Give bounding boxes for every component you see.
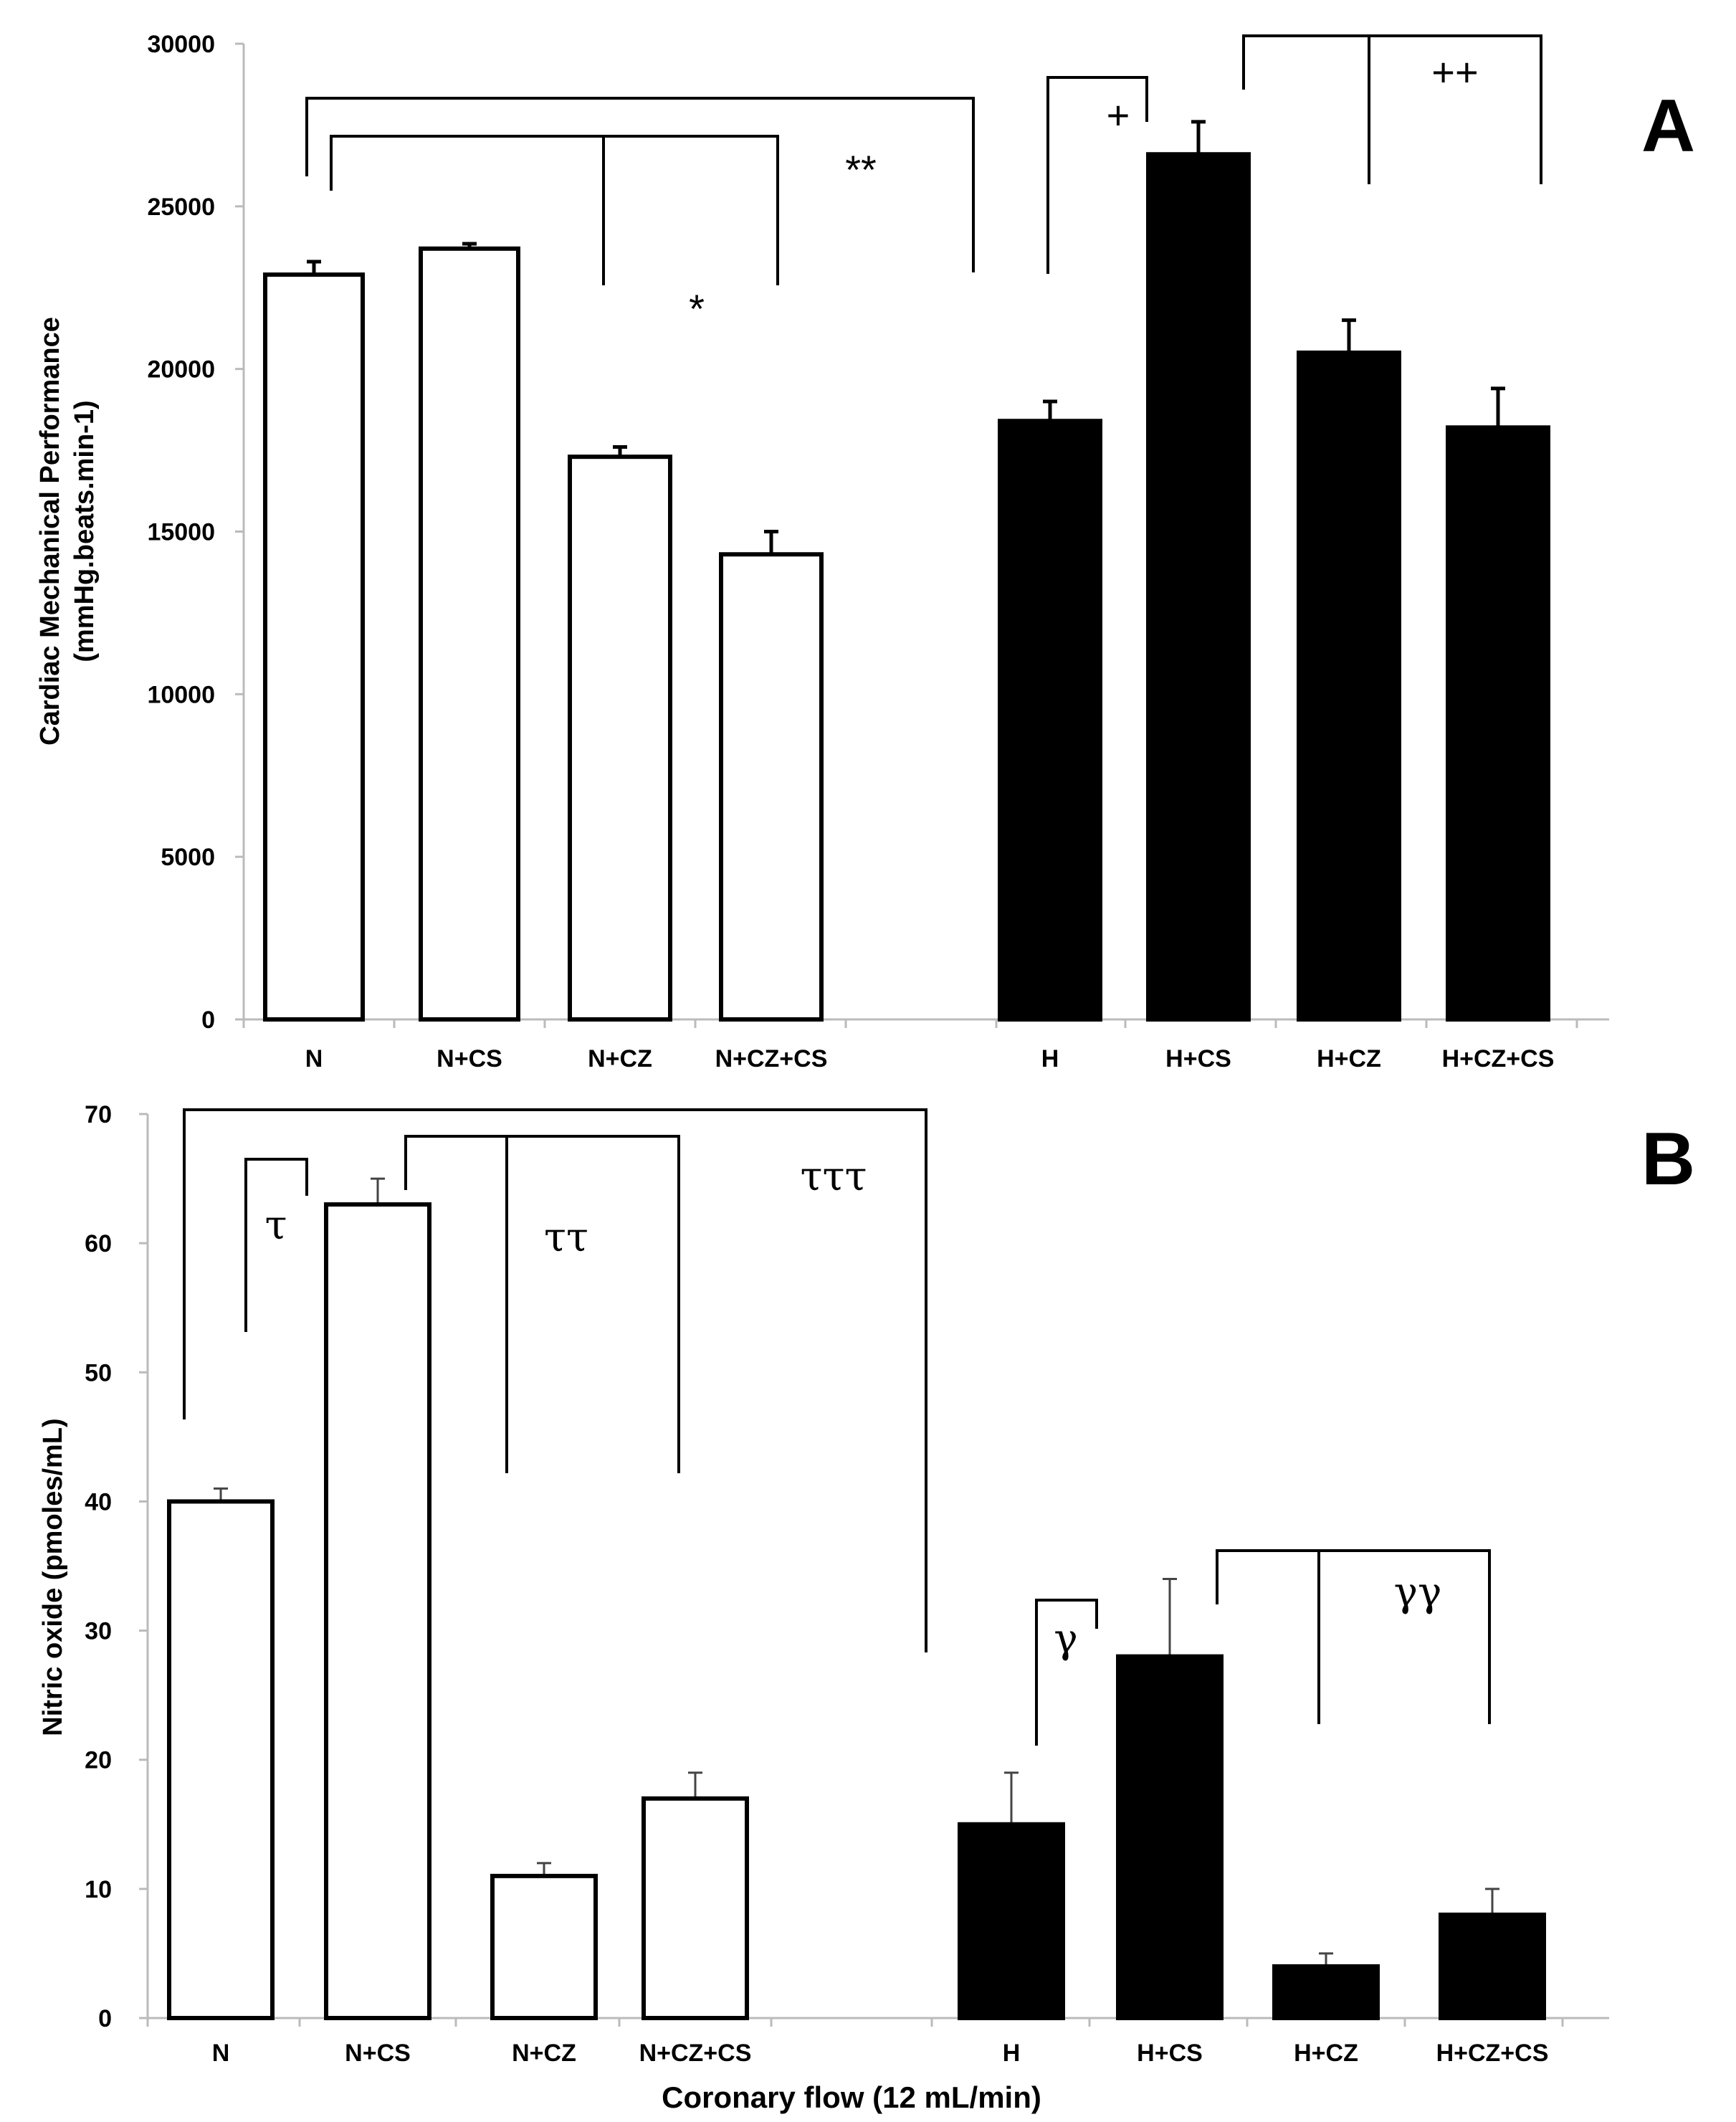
y-tick-label-b: 20 bbox=[85, 1747, 112, 1774]
x-tick-label-b: N+CZ+CS bbox=[639, 2040, 752, 2067]
x-tick-label-b: H bbox=[1003, 2040, 1021, 2067]
y-tick-label-a: 10000 bbox=[147, 681, 215, 708]
y-tick-label-a: 30000 bbox=[147, 31, 215, 58]
y-tick-label-a: 5000 bbox=[161, 844, 215, 871]
bar-b-h-cz bbox=[1272, 1964, 1380, 2021]
x-tick-label-a: N bbox=[305, 1045, 323, 1072]
y-tick-label-b: 70 bbox=[85, 1101, 112, 1128]
y-tick-label-a: 20000 bbox=[147, 356, 215, 384]
annotation-double-plus: ++ bbox=[1431, 49, 1478, 95]
bar-b-n-cz bbox=[490, 1873, 598, 2020]
panel-label-b: B bbox=[1641, 1118, 1695, 1201]
x-tick-label-b: N+CZ bbox=[512, 2040, 576, 2067]
annotation-plus: + bbox=[1107, 92, 1130, 138]
bracket-double-star bbox=[305, 97, 975, 272]
y-axis-label-a-line1: Cardiac Mechanical Performance bbox=[35, 317, 65, 746]
bracket-single-star bbox=[330, 135, 779, 285]
x-tick-label-a: N+CZ bbox=[588, 1045, 652, 1072]
bracket-triple-tau bbox=[183, 1108, 927, 1652]
bar-b-h bbox=[958, 1822, 1065, 2020]
y-tick-label-a: 25000 bbox=[147, 194, 215, 221]
bar-a-h bbox=[998, 419, 1102, 1022]
bar-b-n-cz-cs bbox=[642, 1796, 749, 2020]
bar-a-h-cz bbox=[1297, 350, 1401, 1022]
bar-a-n-cs bbox=[419, 246, 520, 1022]
y-tick-label-a: 15000 bbox=[147, 519, 215, 546]
annotation-double-gamma: γγ bbox=[1394, 1569, 1442, 1616]
y-axis-label-a-line2: (mmHg.beats.min-1) bbox=[70, 400, 100, 662]
annotation-double-tau: ττ bbox=[544, 1214, 588, 1261]
bar-b-h-cs bbox=[1116, 1654, 1224, 2021]
x-tick-label-a: H+CZ+CS bbox=[1442, 1045, 1555, 1072]
x-tick-label-b: H+CZ+CS bbox=[1436, 2040, 1549, 2067]
bar-a-n-cz bbox=[568, 455, 672, 1022]
x-tick-label-a: N+CS bbox=[437, 1045, 502, 1072]
annotation-single-star: * bbox=[689, 286, 705, 331]
x-tick-label-a: H+CS bbox=[1165, 1045, 1231, 1072]
bar-b-n bbox=[167, 1499, 275, 2020]
annotation-tau: τ bbox=[265, 1202, 287, 1249]
x-tick-label-b: H+CS bbox=[1137, 2040, 1203, 2067]
annotation-triple-tau: τττ bbox=[801, 1153, 867, 1200]
y-axis-label-a: Cardiac Mechanical Performance (mmHg.beat… bbox=[35, 317, 100, 746]
y-tick-label-b: 50 bbox=[85, 1359, 112, 1386]
annotation-gamma: γ bbox=[1054, 1616, 1077, 1662]
bracket-tau bbox=[244, 1158, 308, 1332]
x-tick-label-b: N bbox=[212, 2040, 230, 2067]
bar-b-n-cs bbox=[324, 1202, 431, 2020]
panel-label-a: A bbox=[1641, 85, 1695, 168]
y-axis-label-b: Nitric oxide (pmoles/mL) bbox=[38, 1418, 68, 1736]
x-tick-label-a: H bbox=[1041, 1045, 1059, 1072]
panel-b: 0 10 20 30 40 50 60 70 N N+CS N+CZ N+CZ+CS H H+CS H+CZ… bbox=[38, 1101, 1695, 2114]
bar-a-n-cz-cs bbox=[719, 552, 824, 1022]
y-tick-label-b: 30 bbox=[85, 1618, 112, 1645]
bracket-plus bbox=[1046, 76, 1148, 274]
bar-a-n bbox=[263, 272, 365, 1022]
y-tick-label-b: 40 bbox=[85, 1488, 112, 1516]
y-tick-label-b: 10 bbox=[85, 1876, 112, 1903]
bracket-double-gamma bbox=[1216, 1549, 1491, 1724]
x-axis-label-b: Coronary flow (12 mL/min) bbox=[662, 2080, 1041, 2114]
bar-b-h-cz-cs bbox=[1439, 1912, 1546, 2021]
bracket-double-tau bbox=[404, 1135, 680, 1473]
bracket-gamma bbox=[1035, 1599, 1098, 1746]
y-tick-label-b: 0 bbox=[98, 2005, 112, 2032]
annotation-double-star: ** bbox=[845, 147, 877, 192]
bar-a-h-cs bbox=[1146, 152, 1251, 1022]
x-tick-label-a: H+CZ bbox=[1317, 1045, 1381, 1072]
x-tick-label-b: N+CS bbox=[345, 2040, 411, 2067]
y-tick-label-b: 60 bbox=[85, 1230, 112, 1257]
x-tick-label-b: H+CZ bbox=[1294, 2040, 1358, 2067]
y-tick-label-a: 0 bbox=[201, 1007, 215, 1034]
x-tick-label-a: N+CZ+CS bbox=[715, 1045, 828, 1072]
bar-a-h-cz-cs bbox=[1446, 425, 1550, 1022]
panel-a: 0 5000 10000 15000 20000 25000 30000 N N+CS N+CZ N… bbox=[35, 31, 1695, 1072]
bracket-double-plus bbox=[1242, 34, 1542, 184]
